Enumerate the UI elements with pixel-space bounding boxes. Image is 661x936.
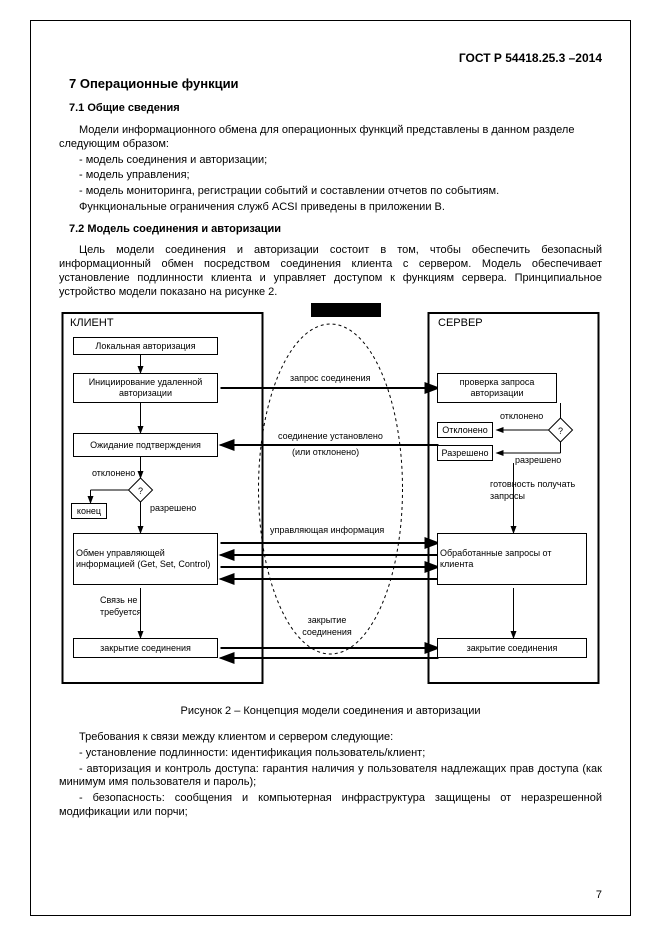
lbl-ready: готовность получать запросы bbox=[489, 479, 581, 502]
figure-2: ? ? bbox=[59, 303, 602, 693]
lbl-close: закрытие соединения bbox=[291, 615, 363, 638]
s71-b2: - модель управления; bbox=[59, 169, 602, 183]
node-end: конец bbox=[71, 503, 107, 519]
reqs-p0: Требования к связи между клиентом и серв… bbox=[59, 731, 602, 745]
redacted-block bbox=[311, 303, 381, 317]
doc-id: ГОСТ Р 54418.25.3 –2014 bbox=[59, 51, 602, 66]
page-frame: ГОСТ Р 54418.25.3 –2014 7 Операционные ф… bbox=[30, 20, 631, 916]
node-local-auth: Локальная авторизация bbox=[73, 337, 218, 355]
client-title: КЛИЕНТ bbox=[69, 317, 115, 331]
figure-caption: Рисунок 2 – Концепция модели соединения … bbox=[59, 705, 602, 719]
lbl-or-decl: (или отклонено) bbox=[291, 447, 360, 458]
lbl-declined: отклонено bbox=[91, 468, 136, 479]
node-wait-confirm: Ожидание подтверждения bbox=[73, 433, 218, 457]
node-close-server: закрытие соединения bbox=[437, 638, 587, 658]
heading-7: 7 Операционные функции bbox=[69, 76, 602, 92]
reqs-b2: - авторизация и контроль доступа: гарант… bbox=[59, 763, 602, 791]
s71-b1: - модель соединения и авторизации; bbox=[59, 154, 602, 168]
heading-7-1: 7.1 Общие сведения bbox=[69, 102, 602, 116]
s71-b3: - модель мониторинга, регистрации событи… bbox=[59, 185, 602, 199]
lbl-conn-est: соединение установлено bbox=[277, 431, 384, 442]
s71-p1: Модели информационного обмена для операц… bbox=[59, 124, 602, 152]
page-number: 7 bbox=[596, 889, 602, 903]
heading-7-2: 7.2 Модель соединения и авторизации bbox=[69, 223, 602, 237]
s72-p1: Цель модели соединения и авторизации сос… bbox=[59, 244, 602, 299]
reqs-b1: - установление подлинности: идентификаци… bbox=[59, 747, 602, 761]
node-close-client: закрытие соединения bbox=[73, 638, 218, 658]
server-title: СЕРВЕР bbox=[437, 317, 484, 331]
lbl-allowed: разрешено bbox=[149, 503, 197, 514]
lbl-req-conn: запрос соединения bbox=[289, 373, 372, 384]
lbl-allow2: разрешено bbox=[514, 455, 562, 466]
node-declined: Отклонено bbox=[437, 422, 493, 438]
node-allowed: Разрешено bbox=[437, 445, 493, 461]
node-processed: Обработанные запросы от клиента bbox=[437, 533, 587, 585]
node-init-remote: Инициирование удаленной авторизации bbox=[73, 373, 218, 403]
lbl-mgmt-info: управляющая информация bbox=[269, 525, 385, 536]
lbl-decl2: отклонено bbox=[499, 411, 544, 422]
s71-p2: Функциональные ограничения служб ACSI пр… bbox=[59, 201, 602, 215]
reqs-b3: - безопасность: сообщения и компьютерная… bbox=[59, 792, 602, 820]
node-exchange: Обмен управляющей информацией (Get, Set,… bbox=[73, 533, 218, 585]
node-check-auth: проверка запроса авторизации bbox=[437, 373, 557, 403]
lbl-no-link: Связь не требуется bbox=[99, 595, 161, 618]
svg-text:?: ? bbox=[138, 486, 143, 496]
svg-text:?: ? bbox=[558, 426, 563, 436]
